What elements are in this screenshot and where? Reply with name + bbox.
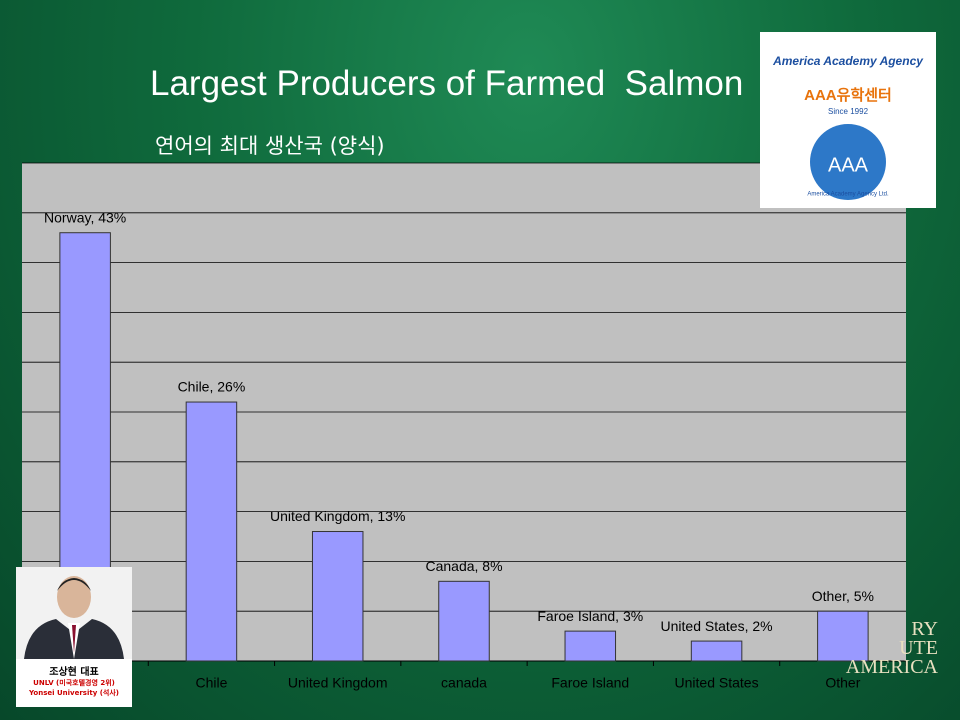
profile-photo (16, 567, 132, 659)
logo-ltd: America Academy Agency Ltd. (807, 192, 889, 198)
logo-graphic: America Academy Agency AAA유학센터 Since 199… (772, 54, 924, 200)
brand-line: AMERICA (845, 656, 938, 678)
logo-name: AAA유학센터 (804, 87, 892, 104)
brand-line: UTE (899, 637, 938, 659)
logo-abbrev: AAA (828, 154, 869, 176)
bar (311, 531, 364, 662)
corner-brand: RY UTE AMERICA (845, 618, 938, 678)
x-tick-label: canada (441, 675, 487, 691)
chart-title: Largest Producers of Farmed Salmon (150, 64, 744, 103)
data-label: Other, 5% (812, 588, 874, 604)
profile-line1: UNLV (미국호텔경영 2위) (33, 679, 115, 687)
data-label: Chile, 26% (178, 379, 246, 395)
brand-line: RY (911, 618, 938, 640)
profile-line2: Yonsei University (석사) (29, 689, 119, 697)
bar (438, 580, 490, 662)
agency-logo: America Academy Agency AAA유학센터 Since 199… (760, 32, 936, 208)
x-tick-label: United States (675, 675, 759, 691)
x-tick-label: Chile (195, 675, 227, 691)
bar (185, 401, 238, 662)
chart-subtitle: 연어의 최대 생산국 (양식) (155, 134, 385, 158)
logo-arc-text: America Academy Agency (772, 54, 924, 68)
x-tick-label: United Kingdom (288, 675, 388, 691)
bar (690, 640, 743, 662)
bar (564, 630, 617, 662)
data-label: Norway, 43% (44, 209, 126, 225)
x-tick-label: Faroe Island (551, 675, 629, 691)
data-label: Faroe Island, 3% (537, 608, 643, 624)
bar (817, 610, 869, 662)
profile-card: 조상현 대표 UNLV (미국호텔경영 2위) Yonsei Universit… (16, 567, 132, 707)
logo-globe (810, 124, 886, 200)
data-label: United States, 2% (661, 618, 773, 634)
data-label: United Kingdom, 13% (270, 508, 405, 524)
data-label: Canada, 8% (425, 558, 502, 574)
logo-since: Since 1992 (828, 107, 869, 116)
profile-name: 조상현 대표 (49, 667, 99, 678)
x-tick-label: Other (825, 675, 860, 691)
